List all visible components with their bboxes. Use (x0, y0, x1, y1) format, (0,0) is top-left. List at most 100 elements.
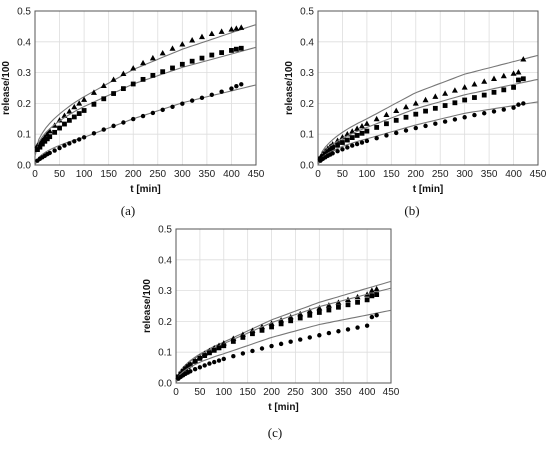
data-point-square (345, 302, 351, 308)
data-point-circle (330, 151, 335, 156)
x-tick-label: 250 (287, 387, 304, 398)
data-point-square (374, 292, 380, 298)
data-point-square (297, 315, 303, 321)
data-point-square (516, 77, 521, 83)
data-point-circle (47, 150, 52, 156)
data-point-triangle (71, 103, 78, 110)
data-point-square (472, 95, 477, 100)
data-point-circle (278, 341, 284, 347)
data-point-circle (81, 135, 87, 140)
y-tick-label: 0.5 (300, 7, 314, 18)
data-point-circle (197, 365, 203, 370)
data-point-square (393, 117, 399, 123)
data-point-circle (91, 131, 97, 136)
data-point-square (330, 145, 336, 151)
data-point-triangle (363, 120, 370, 126)
data-point-triangle (140, 59, 147, 66)
y-tick-label: 0.1 (300, 130, 314, 141)
data-point-square (35, 147, 40, 152)
data-point-circle (462, 115, 467, 120)
data-point-triangle (325, 302, 332, 308)
data-point-square (209, 52, 215, 58)
data-point-circle (221, 356, 226, 362)
data-point-circle (77, 137, 82, 142)
data-point-triangle (349, 128, 356, 134)
data-point-square (230, 339, 236, 344)
x-tick-label: 200 (407, 169, 424, 180)
panel-caption: (a) (121, 203, 135, 218)
data-point-square (37, 144, 43, 150)
fit-curve-square (34, 46, 257, 156)
data-point-square (336, 304, 341, 310)
data-point-circle (216, 358, 222, 363)
data-point-circle (111, 123, 116, 129)
x-tick-label: 50 (194, 387, 206, 398)
data-point-circle (374, 313, 379, 318)
data-point-square (219, 50, 225, 55)
y-tick-label: 0.0 (17, 161, 31, 172)
data-point-triangle (56, 117, 63, 123)
data-point-square (250, 331, 255, 337)
panel-caption: (c) (268, 425, 282, 440)
data-point-triangle (90, 89, 97, 95)
x-axis-label: t [min] (268, 402, 299, 413)
data-point-circle (57, 145, 62, 151)
data-point-circle (413, 125, 418, 131)
x-tick-label: 450 (530, 169, 547, 180)
data-point-triangle (373, 285, 380, 292)
x-tick-label: 100 (215, 387, 232, 398)
data-point-circle (403, 128, 409, 133)
data-point-triangle (76, 100, 83, 106)
data-point-triangle (306, 307, 313, 314)
data-point-circle (345, 145, 350, 150)
x-tick-label: 100 (359, 169, 376, 180)
data-point-square (240, 335, 246, 340)
fit-curve-circle (175, 309, 392, 384)
data-point-circle (452, 117, 458, 122)
data-point-circle (364, 138, 370, 144)
panel-caption: (b) (404, 203, 419, 218)
data-point-triangle (228, 26, 235, 32)
x-tick-label: 150 (239, 387, 256, 398)
data-point-square (192, 359, 198, 364)
data-point-square (269, 324, 274, 330)
data-point-triangle (208, 30, 215, 36)
data-point-square (211, 347, 217, 353)
y-tick-label: 0.1 (17, 130, 31, 141)
data-point-square (238, 45, 244, 51)
chart-panel-0: 0 50 100 150 200 250 300 350 400 450 0.0 0.1 0.2 0.3 0… (1, 7, 265, 219)
data-point-square (369, 293, 375, 299)
data-point-square (101, 96, 107, 102)
data-point-triangle (471, 81, 478, 87)
data-point-circle (259, 346, 265, 351)
data-point-square (340, 140, 345, 145)
data-point-circle (202, 363, 207, 368)
data-point-circle (240, 351, 246, 356)
y-tick-label: 0.2 (300, 99, 314, 110)
y-tick-label: 0.4 (300, 37, 314, 48)
data-point-circle (364, 323, 370, 328)
data-point-square (130, 81, 136, 87)
y-tick-label: 0.5 (158, 225, 172, 236)
x-tick-label: 150 (100, 169, 117, 180)
fit-curve-square (175, 287, 392, 384)
data-point-triangle (520, 56, 527, 62)
fit-curve-circle (317, 101, 539, 166)
data-point-square (354, 133, 360, 138)
data-point-circle (355, 325, 360, 330)
data-point-circle (482, 111, 487, 116)
data-point-circle (336, 329, 341, 334)
data-point-square (316, 310, 322, 315)
data-point-square (76, 111, 82, 116)
data-point-circle (350, 143, 355, 148)
data-point-circle (340, 147, 345, 152)
data-point-circle (491, 109, 497, 114)
data-point-circle (209, 92, 214, 97)
data-point-triangle (368, 287, 375, 293)
data-point-triangle (515, 69, 522, 75)
data-point-square (511, 84, 516, 90)
y-tick-label: 0.0 (300, 161, 314, 172)
data-point-square (432, 105, 438, 111)
data-point-square (326, 307, 332, 313)
data-point-square (52, 129, 58, 135)
